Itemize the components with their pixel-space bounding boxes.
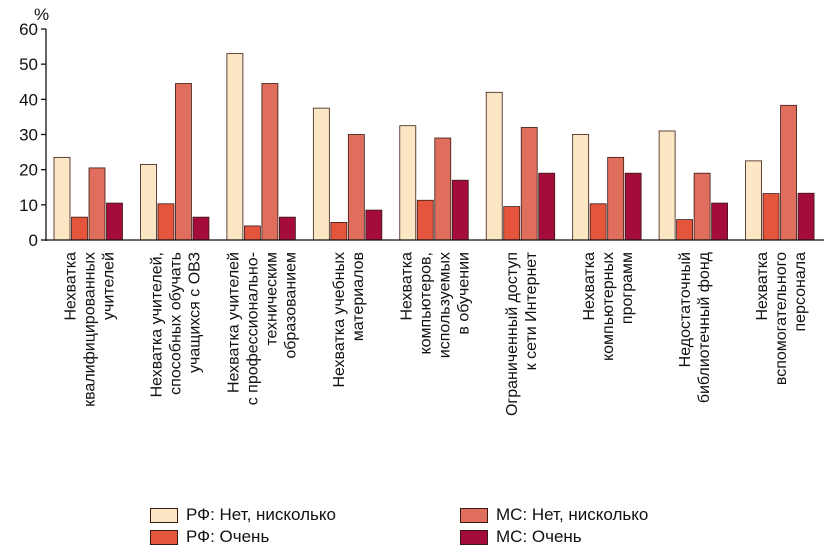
category-label-line: материалов xyxy=(350,252,367,341)
category-label-3: Нехватка учителей с профессионально-техни… xyxy=(226,252,300,405)
category-label-line: учителей xyxy=(100,252,117,320)
y-tick-label: 10 xyxy=(19,196,38,215)
legend-item-rf-very: РФ: Очень xyxy=(150,527,269,547)
category-label-line: с профессионально- xyxy=(245,252,262,405)
category-label-6: Ограниченный доступ к сети Интернет xyxy=(504,251,540,416)
bar-6-series-1 xyxy=(485,91,503,241)
legend: РФ: Нет, нисколько РФ: Очень МС: Нет, ни… xyxy=(150,505,750,549)
category-label-line: Нехватка учителей xyxy=(226,252,243,393)
legend-label-ms-very: МС: Очень xyxy=(496,527,582,546)
category-label-line: квалифицированных xyxy=(81,252,98,407)
category-label-line: вспомогательного xyxy=(773,252,790,385)
bar-1-series-1 xyxy=(53,156,71,241)
category-label-line: компьютерных xyxy=(600,252,617,361)
bar-5-series-2 xyxy=(416,199,434,241)
bar-4-series-4 xyxy=(365,209,383,241)
bar-8-series-3 xyxy=(693,172,711,241)
bar-6-series-3 xyxy=(520,127,538,241)
legend-swatch-rf-very xyxy=(150,529,178,545)
bar-9-series-1 xyxy=(745,160,762,241)
bar-3-series-3 xyxy=(261,83,279,241)
bar-2-series-3 xyxy=(175,83,192,241)
category-label-line: способных обучать xyxy=(168,252,185,395)
y-tick-label: 0 xyxy=(29,231,38,250)
bar-series xyxy=(53,53,815,241)
bar-9-series-3 xyxy=(780,104,797,241)
category-label-line: персонала xyxy=(792,252,809,332)
category-label-9: Нехватка вспомогательного персонала xyxy=(754,252,809,385)
category-label-line: Нехватка xyxy=(581,252,598,321)
y-tick-label: 30 xyxy=(19,126,38,145)
category-label-line: техническим xyxy=(264,252,281,346)
category-label-5: Нехватка компьютеров, используемых в обучен… xyxy=(399,252,473,358)
bar-8-series-4 xyxy=(711,202,729,241)
category-label-line: программ xyxy=(619,252,636,324)
legend-label-rf-none: РФ: Нет, нисколько xyxy=(186,505,336,524)
bar-5-series-3 xyxy=(434,137,452,241)
category-label-line: Нехватка xyxy=(399,252,416,321)
legend-swatch-ms-none xyxy=(460,507,488,523)
bar-7-series-4 xyxy=(624,172,642,241)
y-tick-label: 50 xyxy=(19,55,38,74)
category-label-line: Ограниченный доступ xyxy=(504,252,521,416)
category-label-2: Нехватка учителей, способных обучать учащи… xyxy=(149,252,204,397)
category-label-8: Недостаточный библиотечный фонд xyxy=(677,251,713,403)
bar-2-series-2 xyxy=(157,203,175,241)
legend-label-ms-none: МС: Нет, нисколько xyxy=(496,505,649,524)
y-axis-ticks: 0 10 20 30 40 50 60 xyxy=(19,20,46,250)
legend-swatch-rf-none xyxy=(150,507,178,523)
legend-swatch-ms-very xyxy=(460,529,488,545)
category-label-line: в обучении xyxy=(456,252,473,335)
y-tick-label: 60 xyxy=(19,20,38,39)
category-label-line: образованием xyxy=(283,252,300,359)
bar-9-series-4 xyxy=(797,192,815,241)
y-axis-unit-label: % xyxy=(34,5,49,24)
bar-5-series-1 xyxy=(399,125,417,241)
bar-7-series-2 xyxy=(589,203,607,241)
bar-3-series-1 xyxy=(226,53,244,241)
category-label-1: Нехватка квалифицированных учителей xyxy=(62,252,117,407)
category-label-line: учащихся с ОВЗ xyxy=(187,252,204,373)
bar-2-series-4 xyxy=(192,216,210,241)
y-tick-label: 20 xyxy=(19,161,38,180)
category-label-line: библиотечный фонд xyxy=(696,251,713,403)
category-label-line: Нехватка xyxy=(62,252,79,321)
category-label-line: Недостаточный xyxy=(677,252,694,367)
legend-label-rf-very: РФ: Очень xyxy=(186,527,270,546)
bar-6-series-2 xyxy=(503,206,521,241)
category-label-line: Нехватка учебных xyxy=(331,252,348,388)
category-label-4: Нехватка учебных материалов xyxy=(331,252,367,388)
category-label-line: Нехватка учителей, xyxy=(149,252,166,397)
bar-9-series-2 xyxy=(762,193,780,241)
bar-4-series-3 xyxy=(347,134,365,241)
bar-3-series-4 xyxy=(278,216,296,241)
bar-3-series-2 xyxy=(243,225,261,241)
legend-item-ms-very: МС: Очень xyxy=(460,527,582,547)
bar-8-series-1 xyxy=(658,130,676,241)
legend-item-rf-none: РФ: Нет, нисколько xyxy=(150,505,336,525)
bar-8-series-2 xyxy=(676,219,694,241)
bar-1-series-4 xyxy=(106,202,123,241)
category-label-7: Нехватка компьютерных программ xyxy=(581,252,636,361)
bar-1-series-2 xyxy=(71,216,88,241)
x-axis-category-labels: Нехватка квалифицированных учителей Нехватк… xyxy=(62,251,809,416)
bar-1-series-3 xyxy=(88,167,106,241)
category-label-line: к сети Интернет xyxy=(523,251,540,370)
bar-2-series-1 xyxy=(140,163,157,241)
category-label-line: компьютеров, xyxy=(418,252,435,355)
bar-4-series-2 xyxy=(330,222,348,241)
bar-5-series-4 xyxy=(451,179,469,241)
bar-4-series-1 xyxy=(312,107,330,241)
category-label-line: используемых xyxy=(437,252,454,358)
legend-item-ms-none: МС: Нет, нисколько xyxy=(460,505,648,525)
bar-7-series-1 xyxy=(572,134,590,241)
bar-7-series-3 xyxy=(607,156,625,241)
y-tick-label: 40 xyxy=(19,90,38,109)
bar-6-series-4 xyxy=(538,172,556,241)
category-label-line: Нехватка xyxy=(754,252,771,321)
